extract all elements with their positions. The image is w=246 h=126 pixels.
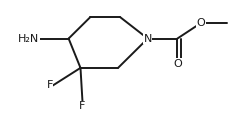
Text: O: O — [173, 59, 182, 69]
Text: F: F — [46, 81, 53, 90]
Text: H₂N: H₂N — [18, 34, 39, 44]
Text: N: N — [143, 34, 152, 44]
Text: F: F — [79, 101, 86, 111]
Text: O: O — [197, 18, 205, 28]
